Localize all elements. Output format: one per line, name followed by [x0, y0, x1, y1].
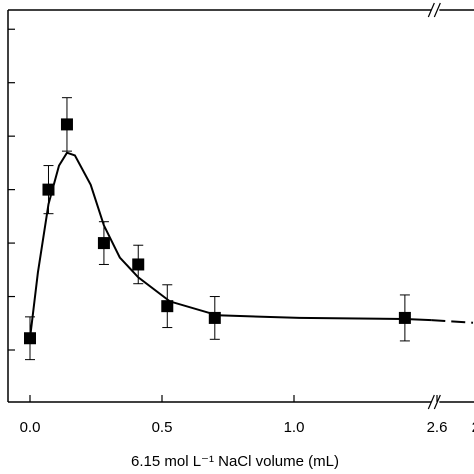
data-point	[398, 311, 411, 324]
x-tick-label: 1.0	[284, 419, 305, 436]
x-tick-label: 2.6	[427, 419, 448, 436]
data-point	[42, 183, 55, 196]
data-point	[60, 118, 73, 131]
x-tick-label: 0.0	[20, 419, 41, 436]
x-tick-label: 2.8	[472, 419, 474, 436]
data-point	[24, 332, 36, 345]
data-point	[208, 311, 221, 324]
axis-break	[427, 2, 435, 18]
data-point	[132, 258, 145, 271]
data-point	[97, 237, 110, 250]
x-axis-label: 6.15 mol L⁻¹ NaCl volume (mL)	[131, 453, 339, 470]
x-tick-label: 0.5	[152, 419, 173, 436]
fit-curve	[29, 151, 432, 339]
axis-break	[427, 394, 435, 410]
axis-break	[433, 2, 441, 18]
fit-curve	[431, 319, 474, 324]
data-point	[161, 300, 174, 313]
